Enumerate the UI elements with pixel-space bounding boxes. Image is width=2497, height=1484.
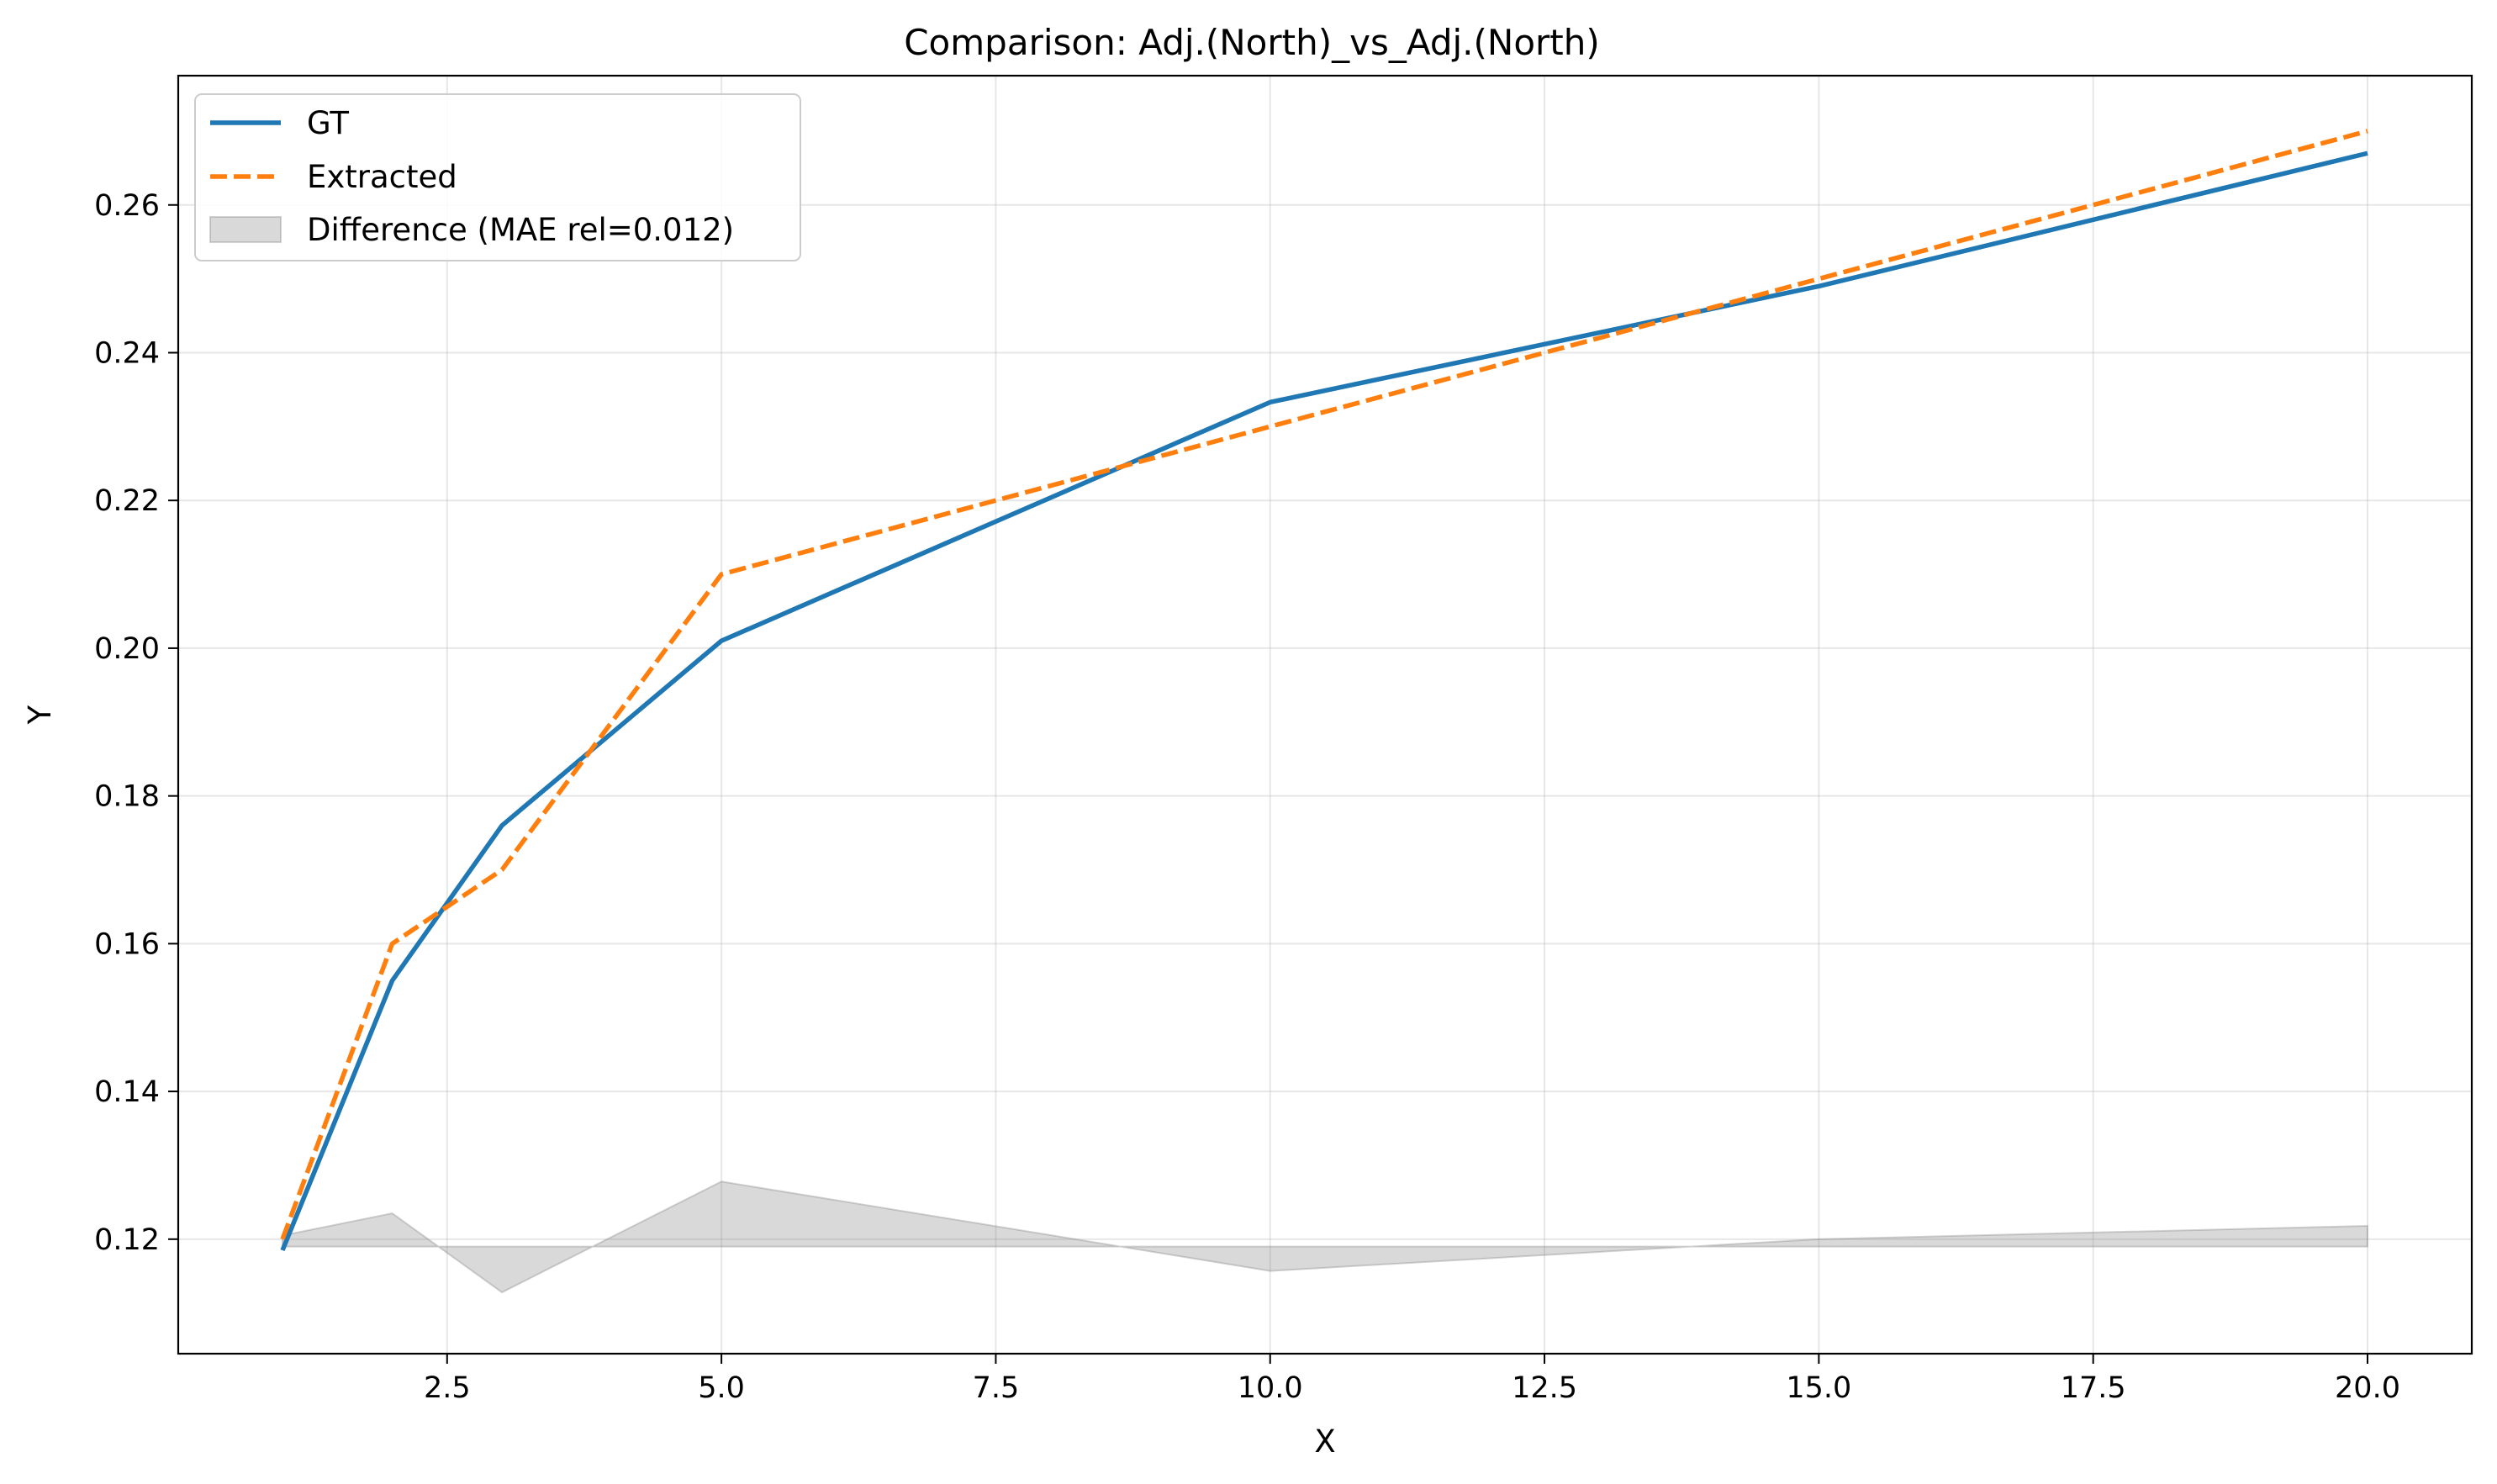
x-tick-label: 10.0 bbox=[1238, 1371, 1303, 1405]
difference-band bbox=[282, 1180, 2368, 1294]
x-tick-label: 5.0 bbox=[698, 1371, 745, 1405]
x-axis-ticks: 2.5 5.0 7.5 10.0 12.5 15.0 17.5 20.0 bbox=[424, 1354, 2400, 1405]
x-axis-label: X bbox=[1314, 1423, 1335, 1460]
y-tick-label: 0.16 bbox=[94, 927, 160, 961]
series-layer bbox=[280, 129, 2368, 1252]
series-gt-line bbox=[280, 151, 2368, 1252]
y-axis-label: Y bbox=[22, 705, 58, 725]
x-tick-label: 15.0 bbox=[1786, 1371, 1851, 1405]
y-tick-label: 0.26 bbox=[94, 189, 160, 223]
y-tick-label: 0.14 bbox=[94, 1075, 160, 1109]
x-tick-label: 20.0 bbox=[2335, 1371, 2400, 1405]
y-axis-ticks: 0.12 0.14 0.16 0.18 0.20 0.22 0.24 0.26 bbox=[94, 189, 178, 1257]
y-tick-label: 0.20 bbox=[94, 632, 160, 666]
y-tick-label: 0.22 bbox=[94, 484, 160, 518]
y-tick-label: 0.24 bbox=[94, 336, 160, 370]
legend-difference-label: Difference (MAE rel=0.012) bbox=[307, 212, 734, 248]
chart-title: Comparison: Adj.(North)_vs_Adj.(North) bbox=[904, 22, 1600, 63]
legend-difference-swatch bbox=[209, 216, 282, 243]
plot-frame bbox=[177, 74, 2473, 1355]
x-tick-label: 2.5 bbox=[424, 1371, 471, 1405]
x-tick-label: 7.5 bbox=[973, 1371, 1020, 1405]
grid bbox=[178, 76, 2472, 1354]
legend-extracted-label: Extracted bbox=[307, 159, 457, 195]
y-tick-label: 0.18 bbox=[94, 780, 160, 814]
legend-gt-label: GT bbox=[307, 105, 349, 141]
x-tick-label: 17.5 bbox=[2061, 1371, 2126, 1405]
difference-band-layer bbox=[282, 1180, 2368, 1294]
legend-box bbox=[194, 93, 801, 261]
y-tick-label: 0.12 bbox=[94, 1223, 160, 1257]
series-extracted-line bbox=[280, 129, 2368, 1240]
x-tick-label: 12.5 bbox=[1512, 1371, 1577, 1405]
legend: GT Extracted Difference (MAE rel=0.012) bbox=[194, 93, 801, 261]
